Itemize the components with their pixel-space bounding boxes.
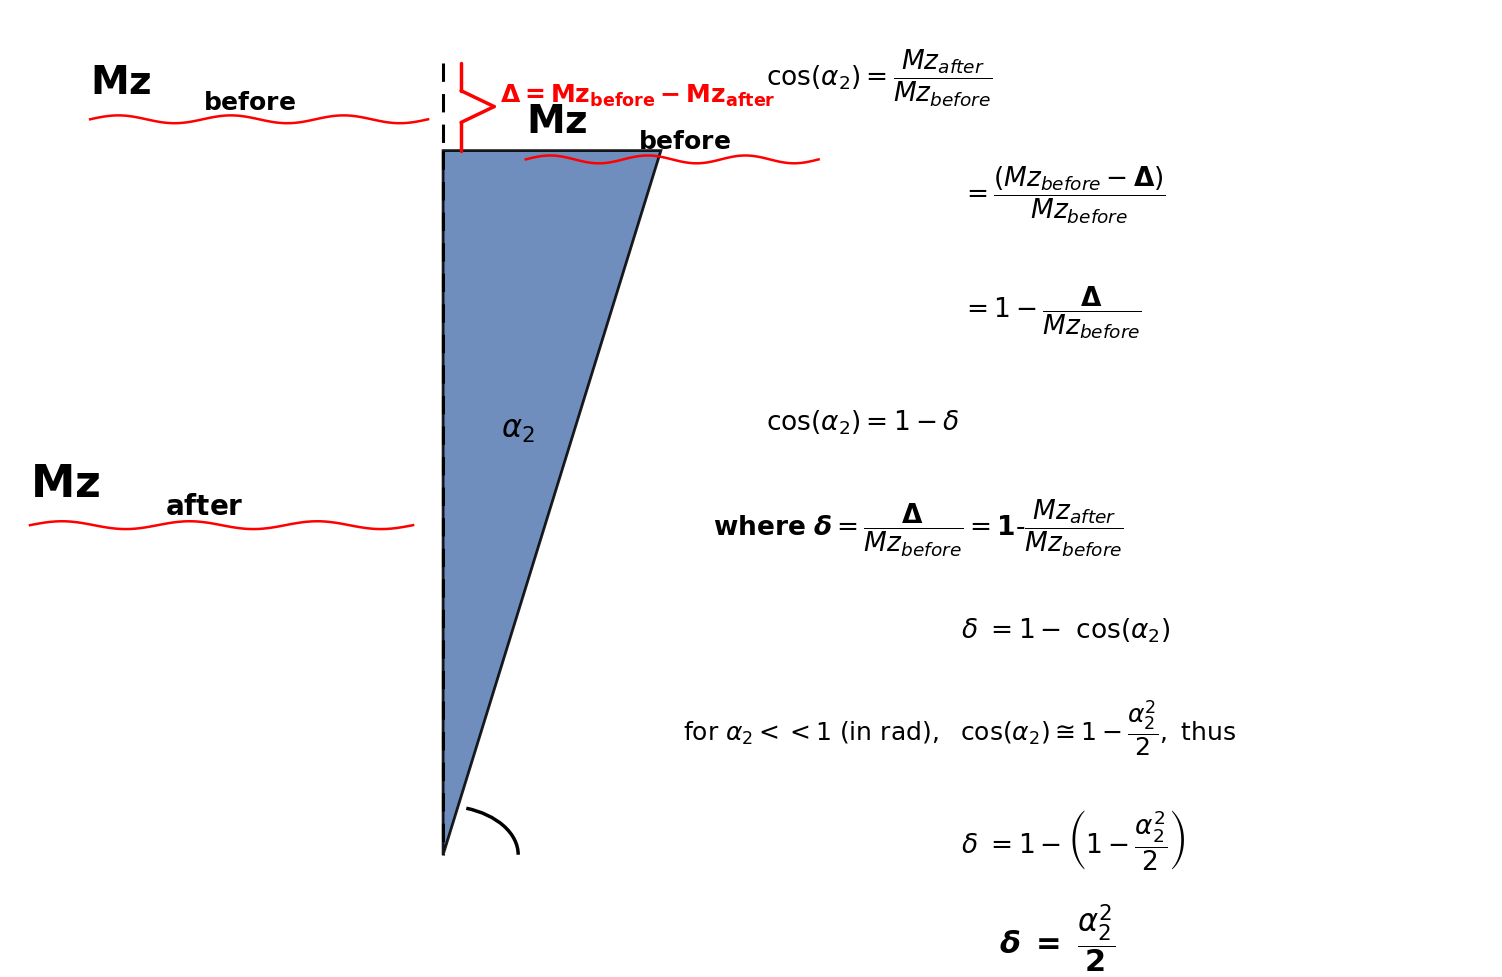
Text: $\mathbf{Mz}$: $\mathbf{Mz}$ [526,104,587,141]
Text: $\alpha_2$: $\alpha_2$ [502,415,535,445]
Text: $\cos(\alpha_2) = 1 - \delta$: $\cos(\alpha_2) = 1 - \delta$ [766,407,960,437]
Text: $\cos(\alpha_2) = \dfrac{Mz_{after}}{Mz_{before}}$: $\cos(\alpha_2) = \dfrac{Mz_{after}}{Mz_… [766,48,993,108]
Text: $\mathrm{for}\ \alpha_2 << 1\ \mathrm{(in\ rad)},\ \ \cos(\alpha_2) \cong 1 - \d: $\mathrm{for}\ \alpha_2 << 1\ \mathrm{(i… [683,698,1236,758]
Text: $\mathbf{where}\ \boldsymbol{\delta} = \dfrac{\boldsymbol{\Delta}}{Mz_{before}} : $\mathbf{where}\ \boldsymbol{\delta} = \… [713,497,1125,558]
Text: $\delta\ = 1 - \left(1 - \dfrac{\alpha_2^2}{2}\right)$: $\delta\ = 1 - \left(1 - \dfrac{\alpha_2… [961,808,1185,872]
Text: $= \dfrac{(Mz_{before} - \boldsymbol{\Delta})}{Mz_{before}}$: $= \dfrac{(Mz_{before} - \boldsymbol{\De… [961,165,1166,226]
Text: $\mathbf{\Delta = Mz_{before} - Mz_{after}}$: $\mathbf{\Delta = Mz_{before} - Mz_{afte… [500,83,775,108]
Text: $\mathbf{Mz}$: $\mathbf{Mz}$ [90,64,152,102]
Text: $\mathbf{after}$: $\mathbf{after}$ [165,492,243,520]
Text: $\boldsymbol{\delta}\ \boldsymbol{=}\ \dfrac{\boldsymbol{\alpha_2^2}}{\mathbf{2}: $\boldsymbol{\delta}\ \boldsymbol{=}\ \d… [999,902,1114,974]
Polygon shape [443,151,661,855]
Text: $\mathbf{before}$: $\mathbf{before}$ [203,91,296,114]
Text: $= 1 - \dfrac{\boldsymbol{\Delta}}{Mz_{before}}$: $= 1 - \dfrac{\boldsymbol{\Delta}}{Mz_{b… [961,284,1142,341]
Text: $\mathbf{Mz}$: $\mathbf{Mz}$ [30,462,101,505]
Text: $\mathbf{before}$: $\mathbf{before}$ [638,130,731,153]
Text: $\delta\ =1-\ \cos(\alpha_2)$: $\delta\ =1-\ \cos(\alpha_2)$ [961,616,1170,645]
